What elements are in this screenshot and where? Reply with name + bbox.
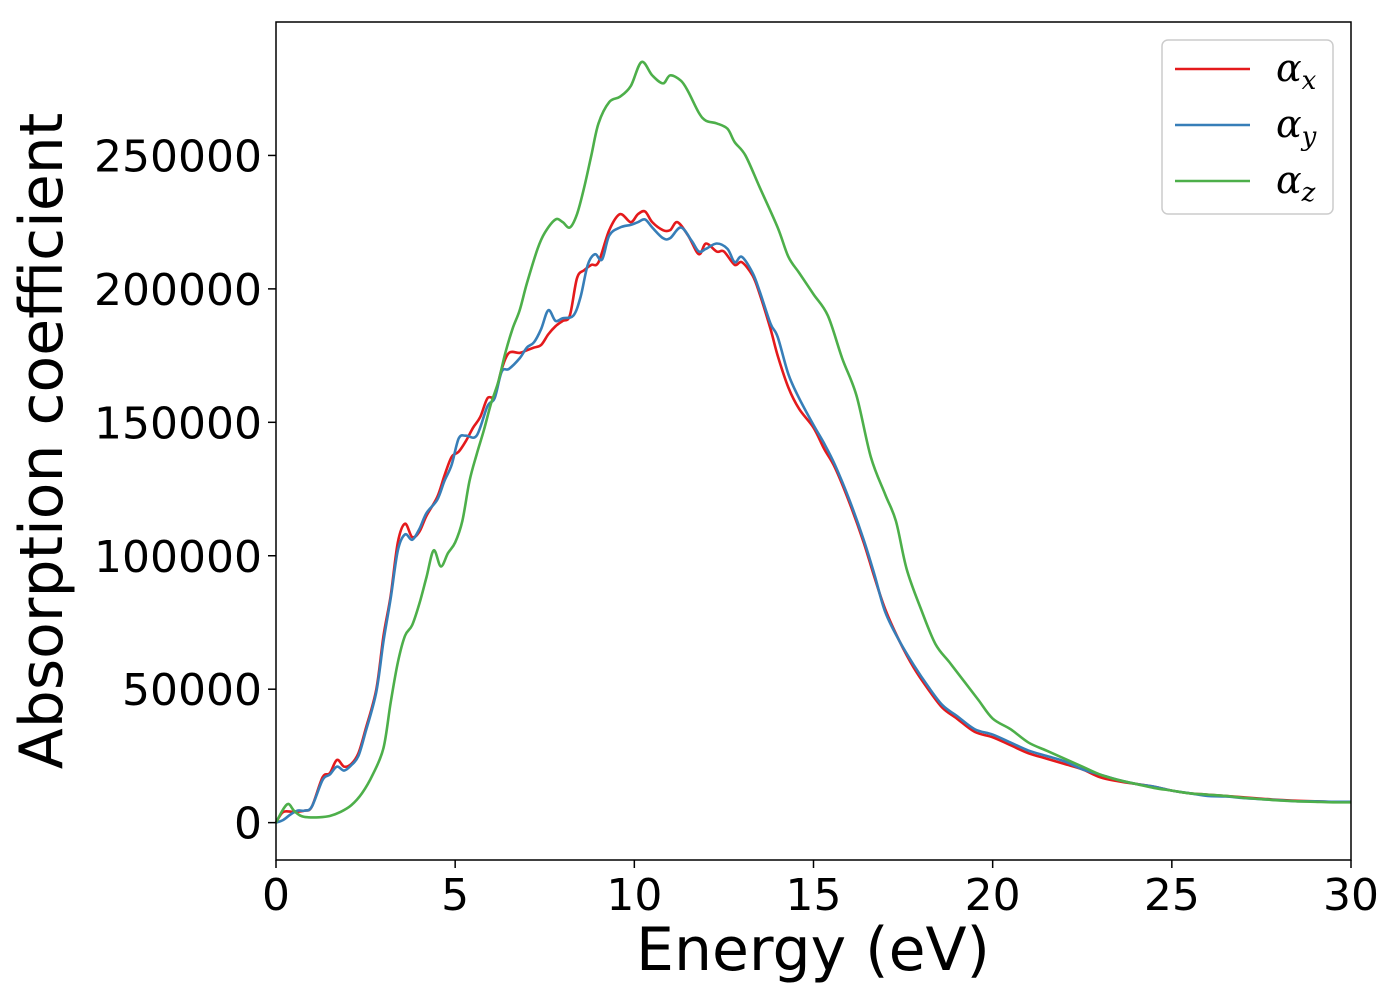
series-line-y bbox=[275, 218, 1352, 824]
x-tick-label: 0 bbox=[262, 870, 290, 921]
legend-label-symbol: α bbox=[1276, 46, 1302, 90]
y-tick-label: 0 bbox=[234, 799, 262, 850]
series-line-z bbox=[274, 60, 1352, 824]
x-axis-ticks: 0 5 10 15 20 25 30 bbox=[262, 860, 1379, 921]
legend-label: αz bbox=[1276, 158, 1316, 208]
legend-label-symbol: α bbox=[1276, 158, 1302, 202]
y-tick-label: 150000 bbox=[94, 398, 262, 449]
y-axis-ticks: 0 50000 100000 150000 200000 250000 bbox=[94, 131, 276, 850]
legend-label-subscript: x bbox=[1302, 66, 1317, 96]
y-tick-label: 250000 bbox=[94, 131, 262, 182]
series-layer bbox=[274, 60, 1352, 824]
x-tick-label: 10 bbox=[606, 870, 662, 921]
legend-label: αx bbox=[1276, 46, 1317, 96]
x-tick-label: 5 bbox=[441, 870, 469, 921]
y-axis-title: Absorption coefficient bbox=[7, 113, 77, 770]
x-tick-label: 30 bbox=[1323, 870, 1379, 921]
y-tick-label: 100000 bbox=[94, 532, 262, 583]
legend-box bbox=[1161, 39, 1334, 215]
y-tick-label: 50000 bbox=[122, 665, 262, 716]
x-tick-label: 20 bbox=[965, 870, 1021, 921]
legend-label: αy bbox=[1276, 102, 1317, 152]
legend-label-subscript: z bbox=[1301, 178, 1316, 208]
legend-label-symbol: α bbox=[1276, 102, 1302, 146]
x-tick-label: 15 bbox=[786, 870, 842, 921]
x-axis-title: Energy (eV) bbox=[636, 915, 990, 985]
legend-label-subscript: y bbox=[1301, 122, 1317, 152]
series-line-x bbox=[274, 209, 1352, 824]
x-tick-label: 25 bbox=[1144, 870, 1200, 921]
y-tick-label: 200000 bbox=[94, 265, 262, 316]
